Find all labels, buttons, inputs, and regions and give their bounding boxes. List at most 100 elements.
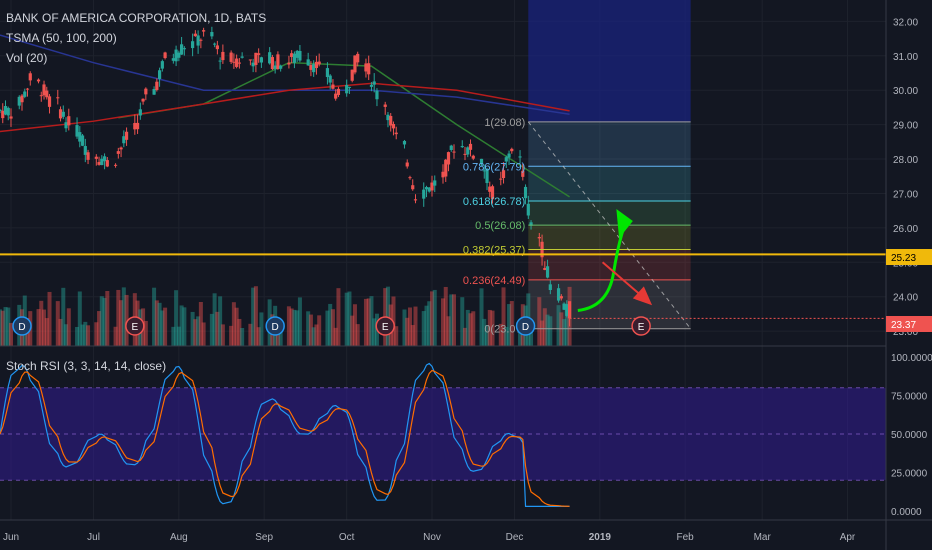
candle-body bbox=[345, 85, 349, 94]
volume-bar bbox=[311, 327, 316, 346]
candle-body bbox=[422, 189, 426, 199]
candle-body bbox=[124, 131, 129, 140]
candle-body bbox=[28, 73, 32, 81]
candle-body bbox=[100, 158, 104, 166]
volume-bar bbox=[44, 318, 49, 346]
candle-body bbox=[336, 88, 341, 95]
volume-bar bbox=[441, 298, 445, 346]
stoch-axis[interactable]: 100.0000 75.0000 50.0000 25.0000 0.0000 bbox=[891, 353, 932, 518]
volume-bar bbox=[452, 294, 457, 346]
fib-retracement[interactable]: 1(29.08) 0.786(27.79) 0.618(26.78) 0.5(26.0… bbox=[0, 117, 886, 336]
volume-bar bbox=[55, 301, 60, 346]
candle-body bbox=[369, 84, 374, 87]
volume-bar bbox=[518, 322, 523, 346]
volume-bar bbox=[317, 315, 322, 346]
fib-zone bbox=[528, 225, 691, 250]
candle-body bbox=[133, 122, 137, 130]
candle-body bbox=[314, 61, 319, 69]
volume-bar bbox=[333, 327, 338, 346]
candle-body bbox=[58, 109, 63, 119]
ma-indicator-title[interactable]: TSMA (50, 100, 200) bbox=[6, 31, 117, 45]
candle-body bbox=[86, 152, 90, 160]
candle-body bbox=[504, 157, 508, 162]
volume-bar bbox=[182, 307, 187, 346]
candle-body bbox=[367, 63, 371, 75]
volume-bar bbox=[289, 308, 294, 346]
volume-bar bbox=[468, 313, 473, 346]
volume-bar bbox=[564, 308, 569, 346]
candle-body bbox=[45, 90, 49, 98]
price-tick: 27.00 bbox=[893, 189, 918, 200]
volume-bar bbox=[143, 320, 148, 346]
volume-bar bbox=[248, 323, 253, 346]
arrow-down-head bbox=[632, 286, 653, 306]
candle-body bbox=[177, 52, 181, 58]
candle-body bbox=[25, 88, 30, 90]
volume-bar bbox=[119, 300, 124, 346]
volume-bar bbox=[47, 291, 52, 346]
candle-body bbox=[1, 110, 5, 119]
candle-body bbox=[328, 75, 332, 83]
volume-bar bbox=[201, 322, 206, 346]
volume-bar bbox=[209, 313, 214, 346]
time-tick: Oct bbox=[339, 532, 355, 543]
candle-body bbox=[180, 44, 184, 55]
stoch-d-line bbox=[0, 369, 570, 507]
arrow-up-head bbox=[616, 208, 633, 239]
volume-bar bbox=[347, 291, 352, 346]
volume-bar bbox=[507, 304, 512, 346]
stoch-tick: 75.0000 bbox=[891, 392, 928, 403]
candle-body bbox=[424, 187, 429, 190]
candle-body bbox=[171, 58, 175, 61]
stoch-rsi-title[interactable]: Stoch RSI (3, 3, 14, 14, close) bbox=[6, 359, 166, 373]
candle-body bbox=[523, 186, 528, 199]
candle-body bbox=[144, 88, 148, 95]
volume-bar bbox=[77, 291, 82, 346]
candle-body bbox=[56, 97, 60, 99]
volume-bar bbox=[116, 289, 121, 346]
volume-bar bbox=[308, 314, 313, 346]
time-tick: Mar bbox=[754, 532, 772, 543]
candle-body bbox=[471, 155, 475, 159]
candle-body bbox=[449, 145, 453, 151]
volume-bar bbox=[295, 310, 300, 346]
candle-body bbox=[279, 65, 283, 69]
volume-bar bbox=[124, 294, 129, 346]
last-price-label: 23.37 bbox=[886, 316, 932, 332]
volume-bar bbox=[36, 309, 41, 346]
volume-bar bbox=[463, 327, 468, 346]
candle-body bbox=[237, 62, 241, 64]
candle-body bbox=[567, 301, 572, 319]
candle-body bbox=[485, 168, 489, 184]
volume-bar bbox=[212, 293, 217, 346]
fib-level-label: 0.236(24.49) bbox=[463, 275, 525, 287]
volume-bar bbox=[253, 286, 258, 346]
volume-bar bbox=[42, 309, 47, 346]
candle-body bbox=[155, 81, 159, 90]
volume-bar bbox=[234, 307, 239, 346]
volume-bar bbox=[509, 301, 514, 346]
volume-bar bbox=[540, 320, 545, 346]
candle-body bbox=[213, 43, 217, 45]
candlesticks bbox=[0, 26, 572, 327]
volume-bar bbox=[121, 287, 126, 346]
candle-body bbox=[413, 199, 418, 201]
volume-bar bbox=[405, 317, 410, 346]
event-badge bbox=[12, 316, 32, 336]
volume-bar bbox=[328, 303, 333, 346]
time-axis[interactable]: Jun Jul Aug Sep Oct Nov Dec 2019 Feb Mar Apr bbox=[3, 532, 856, 543]
volume-bar bbox=[562, 319, 567, 346]
candle-body bbox=[257, 53, 261, 55]
candle-body bbox=[292, 53, 297, 63]
volume-indicator-title[interactable]: Vol (20) bbox=[6, 51, 47, 65]
event-badge-label: E bbox=[131, 322, 138, 333]
volume-bar bbox=[504, 326, 509, 346]
fib-trend-line bbox=[527, 121, 692, 330]
volume-bar bbox=[537, 297, 542, 346]
fib-zone bbox=[528, 166, 691, 202]
candle-body bbox=[394, 132, 398, 135]
candle-body bbox=[248, 59, 252, 61]
candle-body bbox=[507, 153, 511, 158]
